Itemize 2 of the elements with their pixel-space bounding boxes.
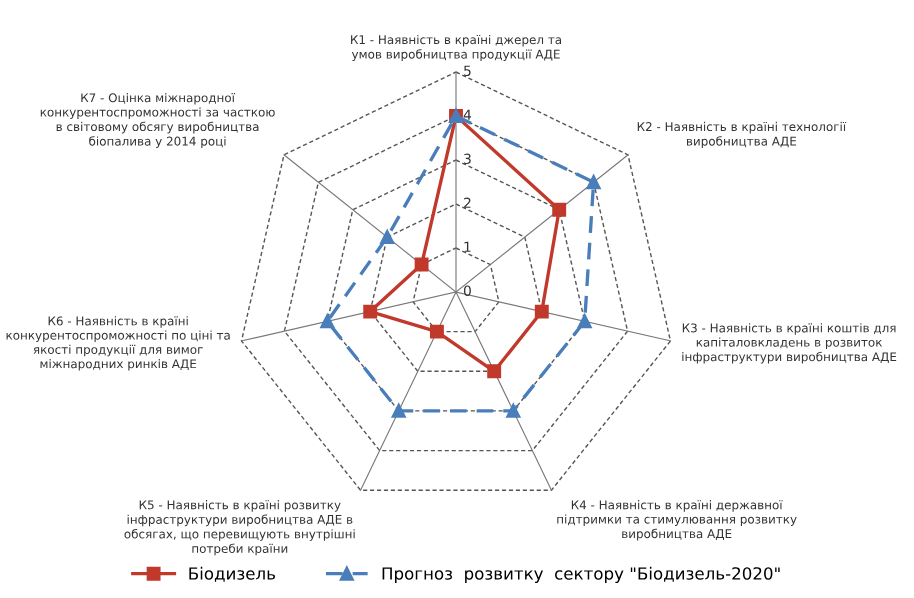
- legend-label: Прогноз розвитку сектору "Біодизель-2020": [382, 566, 780, 583]
- legend-label: Біодизель: [189, 566, 275, 582]
